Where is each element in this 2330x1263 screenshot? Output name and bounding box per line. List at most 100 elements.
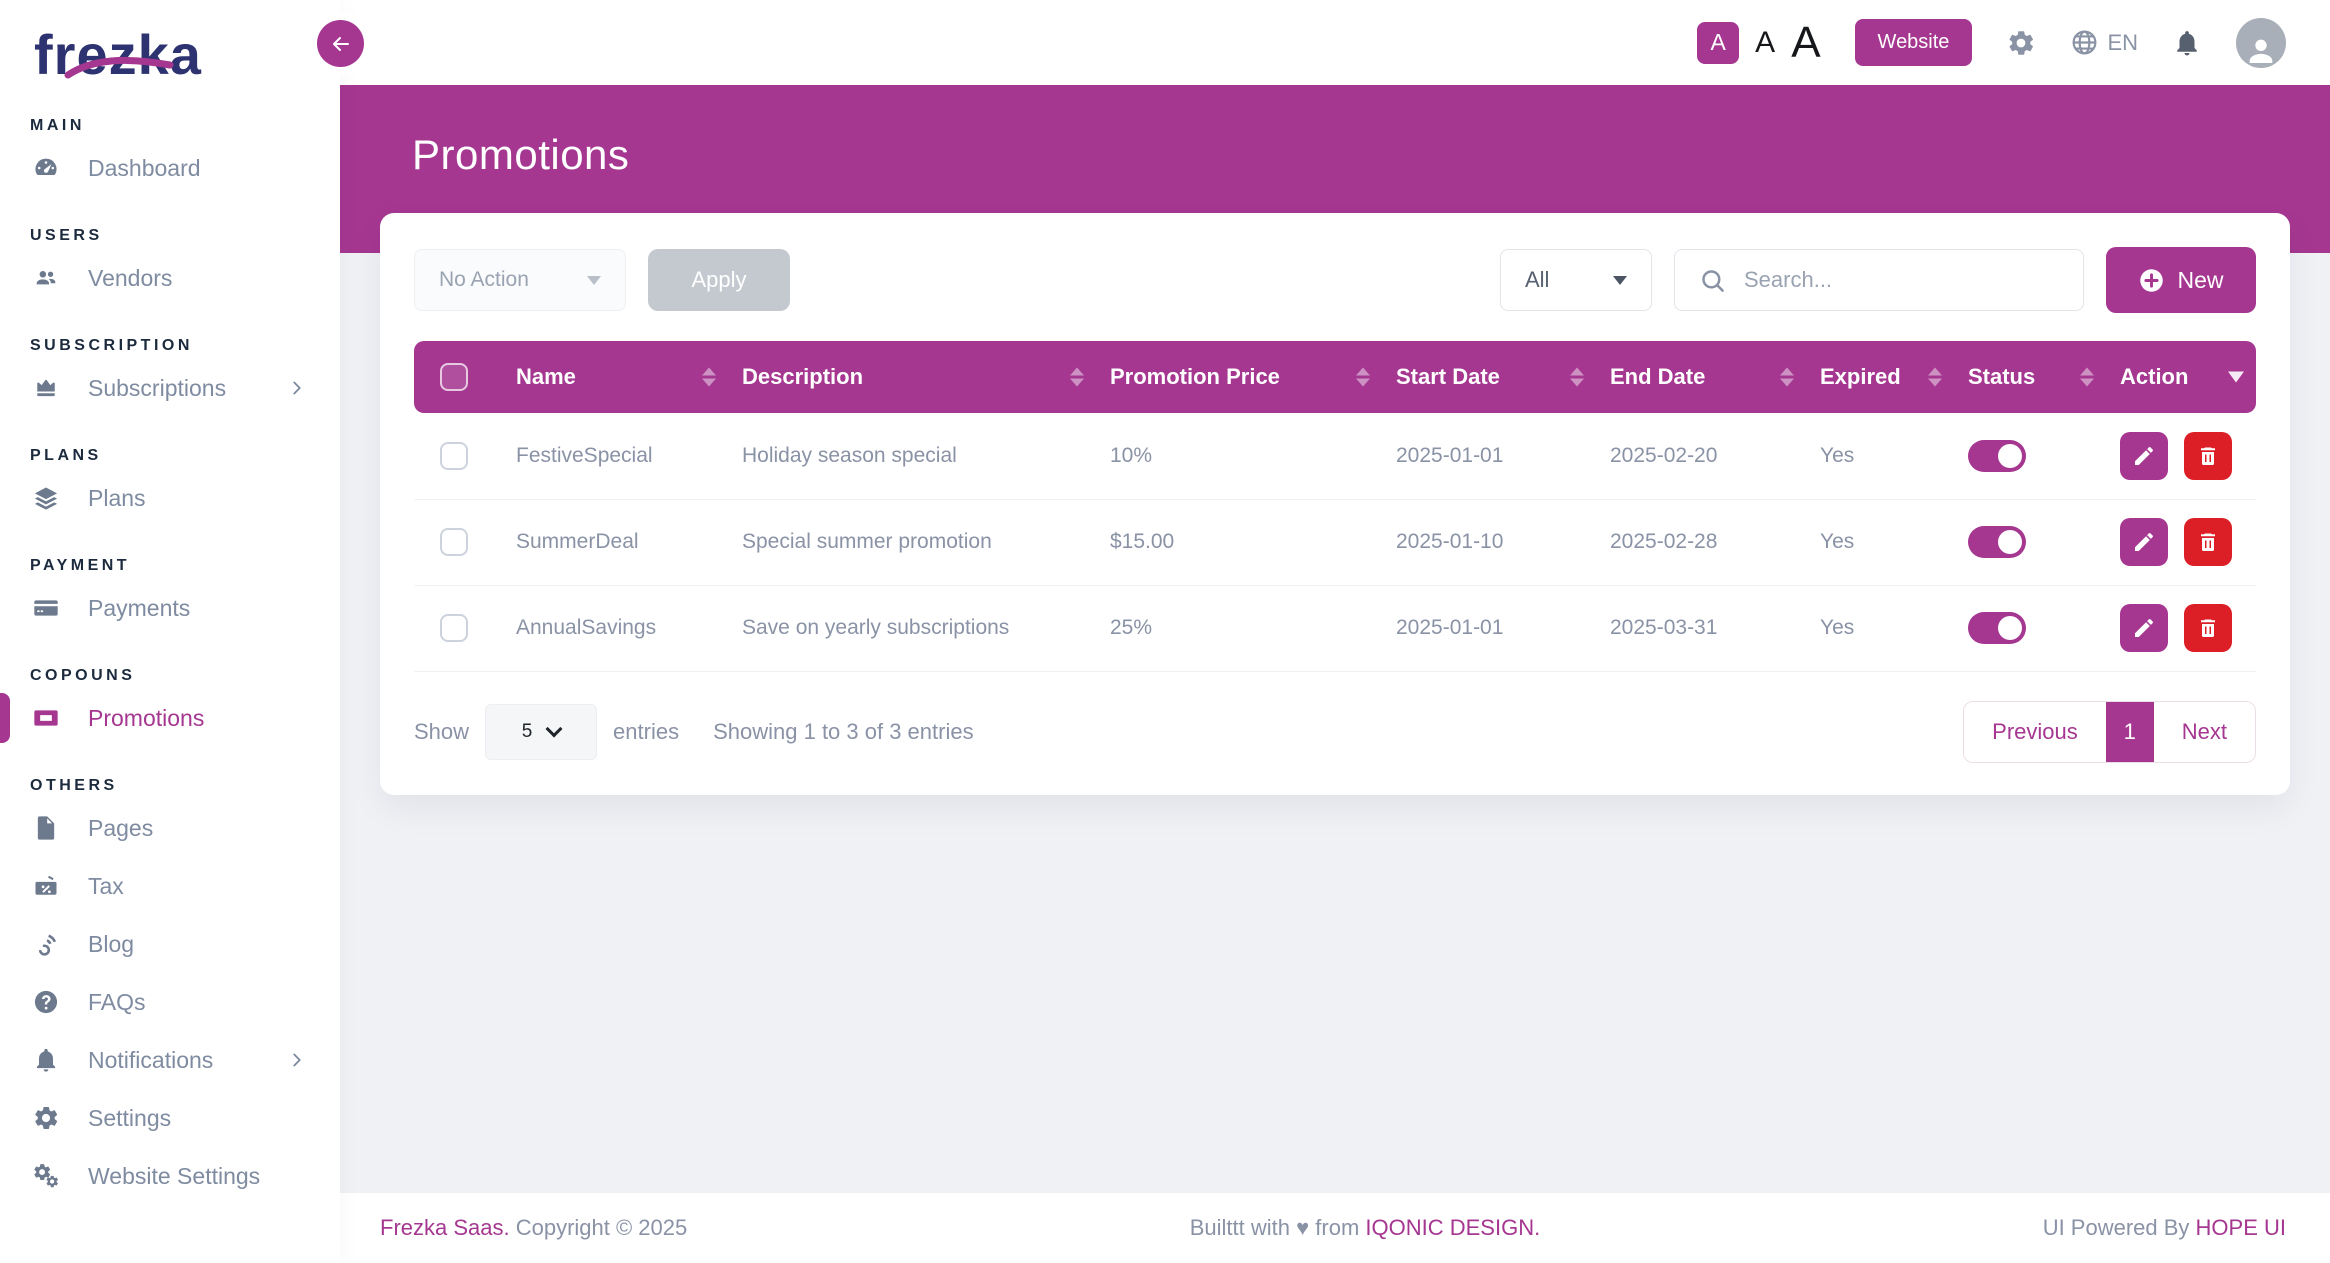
sidebar-section-label: USERS bbox=[30, 227, 103, 244]
edit-button[interactable] bbox=[2120, 518, 2168, 566]
language-selector[interactable]: EN bbox=[2070, 28, 2138, 57]
sidebar-item-label: Dashboard bbox=[88, 154, 201, 181]
column-header-expired[interactable]: Expired bbox=[1806, 341, 1954, 413]
promotion-name-cell: AnnualSavings bbox=[502, 585, 728, 672]
sidebar-collapse-button[interactable] bbox=[317, 20, 364, 67]
brand-logo[interactable]: frezka bbox=[0, 0, 340, 87]
trash-icon bbox=[2200, 447, 2215, 465]
column-header-promotion-price[interactable]: Promotion Price bbox=[1096, 341, 1382, 413]
sidebar-item-dashboard[interactable]: Dashboard bbox=[0, 139, 340, 197]
showing-entries-text: Showing 1 to 3 of 3 entries bbox=[713, 719, 974, 744]
column-header-description[interactable]: Description bbox=[728, 341, 1096, 413]
ticket-icon bbox=[32, 704, 60, 732]
column-header-status[interactable]: Status bbox=[1954, 341, 2106, 413]
next-page-button[interactable]: Next bbox=[2153, 702, 2255, 762]
sidebar-item-label: Pages bbox=[88, 814, 154, 841]
end-date-cell: 2025-02-28 bbox=[1596, 499, 1806, 586]
column-header-action[interactable]: Action bbox=[2106, 341, 2256, 413]
filter-select[interactable]: All bbox=[1500, 249, 1652, 311]
sidebar-item-settings[interactable]: Settings bbox=[0, 1089, 340, 1147]
sidebar-item-website-settings[interactable]: Website Settings bbox=[0, 1147, 340, 1205]
pencil-icon bbox=[2135, 618, 2154, 637]
plus-circle-icon bbox=[2138, 267, 2165, 294]
notifications-bell-icon[interactable] bbox=[2172, 28, 2202, 58]
bell-icon bbox=[32, 1046, 60, 1074]
table-row: SummerDeal Special summer promotion $15.… bbox=[414, 499, 2256, 586]
page-size-select[interactable]: 5 bbox=[485, 704, 598, 760]
sidebar-item-notifications[interactable]: Notifications bbox=[0, 1031, 340, 1089]
settings-gear-icon[interactable] bbox=[2006, 28, 2036, 58]
sidebar-section-label: OTHERS bbox=[30, 777, 118, 794]
status-toggle[interactable] bbox=[1968, 439, 2026, 472]
column-header-start-date[interactable]: Start Date bbox=[1382, 341, 1596, 413]
sidebar: frezka MAIN Dashboard USERS Vendors SUBS… bbox=[0, 0, 340, 1263]
table-header-row: Name Description Promotion Price Start D… bbox=[414, 341, 2256, 413]
sidebar-item-subscriptions[interactable]: Subscriptions bbox=[0, 359, 340, 417]
sidebar-item-label: Subscriptions bbox=[88, 374, 227, 401]
row-checkbox[interactable] bbox=[440, 614, 468, 642]
chevron-right-icon bbox=[286, 1049, 308, 1071]
search-box bbox=[1674, 249, 2084, 311]
apply-button[interactable]: Apply bbox=[648, 249, 790, 311]
sidebar-item-label: Blog bbox=[88, 930, 135, 957]
promotion-price-cell: 10% bbox=[1096, 413, 1382, 500]
sort-icon bbox=[1780, 367, 1794, 387]
sidebar-item-tax[interactable]: Tax bbox=[0, 857, 340, 915]
previous-page-button[interactable]: Previous bbox=[1964, 702, 2106, 762]
show-label: Show bbox=[414, 719, 470, 744]
table-row: AnnualSavings Save on yearly subscriptio… bbox=[414, 585, 2256, 672]
iqonic-design-link[interactable]: IQONIC DESIGN. bbox=[1365, 1215, 1541, 1240]
delete-button[interactable] bbox=[2183, 431, 2232, 480]
new-button-label: New bbox=[2177, 266, 2224, 293]
tax-icon bbox=[32, 872, 60, 900]
search-input[interactable] bbox=[1744, 267, 2059, 293]
sidebar-item-vendors[interactable]: Vendors bbox=[0, 249, 340, 307]
sidebar-section-label: COPOUNS bbox=[30, 667, 136, 684]
column-header-end-date[interactable]: End Date bbox=[1596, 341, 1806, 413]
row-checkbox[interactable] bbox=[440, 528, 468, 556]
pagination: Previous 1 Next bbox=[1963, 701, 2256, 763]
brand-name: frezka bbox=[34, 23, 202, 86]
user-avatar[interactable] bbox=[2236, 17, 2286, 68]
expired-cell: Yes bbox=[1806, 499, 1954, 586]
person-icon bbox=[2249, 39, 2273, 63]
sidebar-section-label: PLANS bbox=[30, 447, 102, 464]
chevron-down-icon bbox=[545, 720, 563, 738]
pencil-icon bbox=[2135, 446, 2154, 465]
row-checkbox[interactable] bbox=[440, 441, 468, 470]
promotion-description-cell: Special summer promotion bbox=[728, 499, 1096, 586]
promotion-name-cell: SummerDeal bbox=[502, 499, 728, 586]
bulk-action-select[interactable]: No Action bbox=[414, 249, 626, 311]
hope-ui-link[interactable]: HOPE UI bbox=[2195, 1215, 2286, 1240]
current-page-button[interactable]: 1 bbox=[2105, 702, 2154, 762]
delete-button[interactable] bbox=[2183, 518, 2232, 566]
status-toggle[interactable] bbox=[1968, 612, 2026, 644]
font-size-medium-button[interactable]: A bbox=[1755, 25, 1776, 59]
promotion-price-cell: 25% bbox=[1096, 585, 1382, 672]
website-button[interactable]: Website bbox=[1854, 19, 1973, 66]
top-header: A A A Website EN bbox=[340, 0, 2330, 85]
sort-icon bbox=[2228, 371, 2244, 383]
footer-brand-link[interactable]: Frezka Saas. bbox=[380, 1215, 510, 1240]
edit-button[interactable] bbox=[2120, 604, 2168, 652]
promotions-table: Name Description Promotion Price Start D… bbox=[414, 341, 2256, 672]
status-toggle[interactable] bbox=[1968, 526, 2026, 558]
font-size-large-button[interactable]: A bbox=[1791, 17, 1821, 67]
new-button[interactable]: New bbox=[2106, 247, 2256, 313]
crown-icon bbox=[32, 374, 60, 402]
copyright-text: Frezka Saas. Copyright © 2025 bbox=[380, 1215, 688, 1240]
caret-down-icon bbox=[587, 275, 601, 285]
sidebar-item-promotions[interactable]: Promotions bbox=[0, 689, 340, 747]
column-header-name[interactable]: Name bbox=[502, 341, 728, 413]
sidebar-item-plans[interactable]: Plans bbox=[0, 469, 340, 527]
sidebar-item-pages[interactable]: Pages bbox=[0, 799, 340, 857]
sidebar-item-faqs[interactable]: FAQs bbox=[0, 973, 340, 1031]
sidebar-item-label: Tax bbox=[88, 872, 124, 899]
font-size-small-button[interactable]: A bbox=[1697, 21, 1740, 64]
sidebar-item-payments[interactable]: Payments bbox=[0, 579, 340, 637]
caret-down-icon bbox=[1613, 275, 1627, 285]
select-all-checkbox[interactable] bbox=[440, 363, 468, 392]
edit-button[interactable] bbox=[2120, 431, 2168, 480]
delete-button[interactable] bbox=[2183, 604, 2232, 652]
sidebar-item-blog[interactable]: Blog bbox=[0, 915, 340, 973]
